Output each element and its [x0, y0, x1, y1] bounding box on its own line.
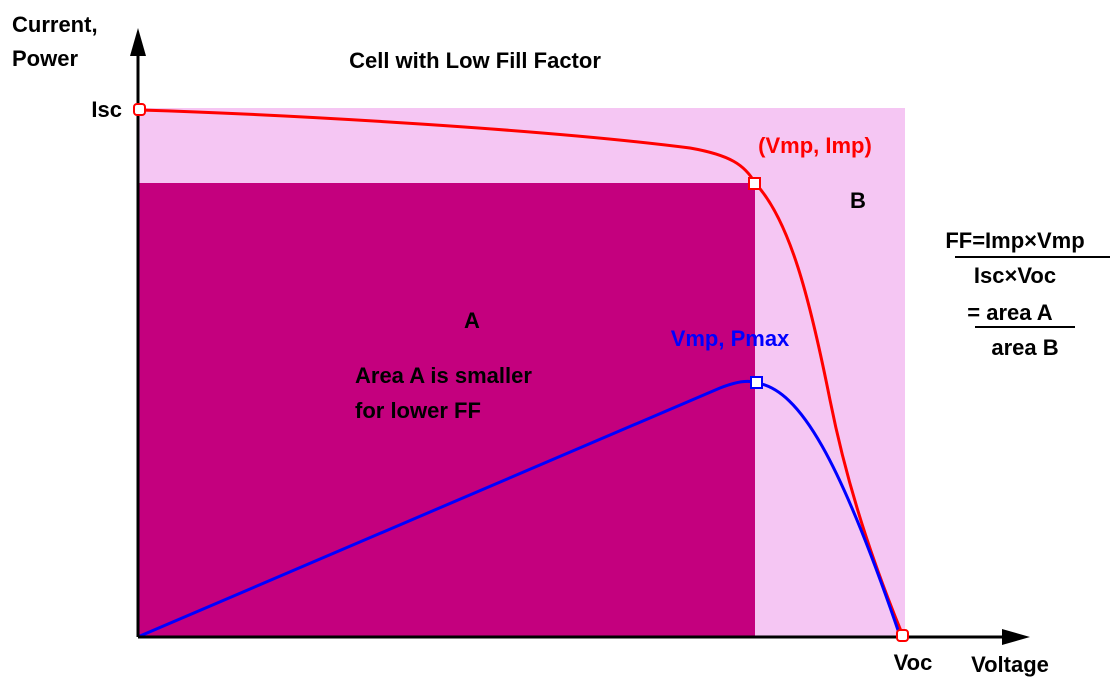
mpp-label: (Vmp, Imp) [758, 133, 872, 158]
isc-marker [133, 103, 146, 116]
area-a [138, 183, 755, 637]
title: Cell with Low Fill Factor [349, 48, 601, 73]
x-label: Voltage [971, 652, 1049, 677]
y-label: Power [12, 46, 78, 71]
mpp-marker [748, 177, 761, 190]
formula: area B [991, 335, 1058, 360]
y-arrow [130, 28, 146, 56]
power-curve [139, 379, 902, 638]
formula: FF=Imp×Vmp [945, 228, 1084, 253]
area-a-label: A [464, 308, 480, 333]
note: for lower FF [355, 398, 481, 423]
y-label: Current, [12, 12, 98, 37]
x-arrow [1002, 629, 1030, 645]
formula: = area A [967, 300, 1053, 325]
voc-marker [896, 629, 909, 642]
area-b-label: B [850, 188, 866, 213]
pmax-label: Vmp, Pmax [671, 326, 790, 351]
formula: Isc×Voc [974, 263, 1056, 288]
note: Area A is smaller [355, 363, 532, 388]
voc-label: Voc [894, 650, 933, 675]
isc-label: Isc [91, 97, 122, 122]
pmax-marker [750, 376, 763, 389]
